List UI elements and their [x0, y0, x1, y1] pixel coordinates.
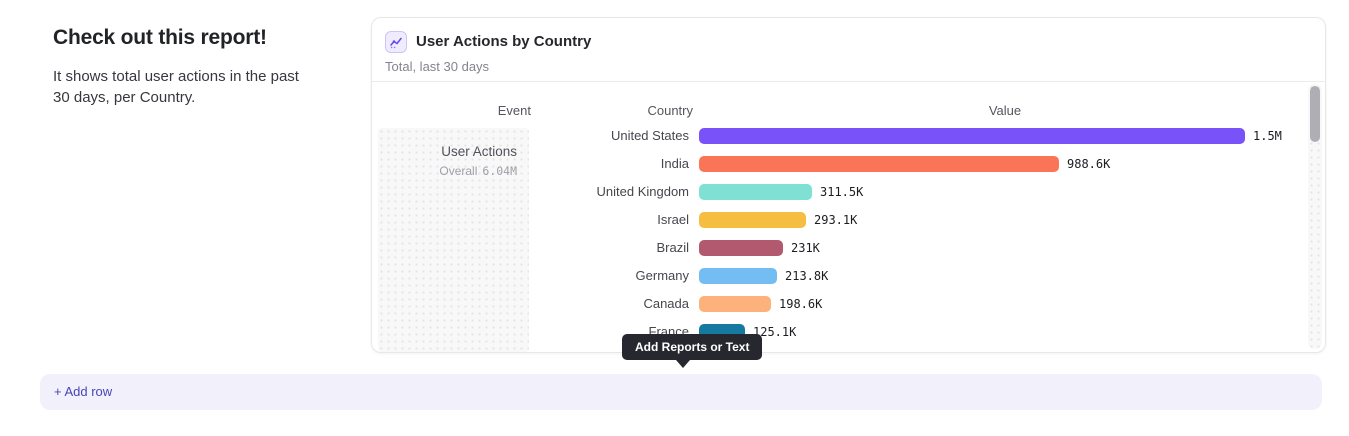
value-label: 198.6K	[779, 297, 823, 311]
page-description: It shows total user actions in the past …	[53, 68, 299, 106]
value-bar[interactable]	[699, 128, 1245, 144]
table-row: United Kingdom 311.5K	[372, 178, 1292, 206]
page-title: Check out this report!	[53, 26, 267, 49]
value-bar[interactable]	[699, 296, 771, 312]
country-label: United States	[610, 128, 689, 143]
table-row: France 125.1K	[372, 318, 1292, 346]
country-label: Canada	[643, 296, 689, 311]
value-bar[interactable]	[699, 268, 777, 284]
event-cell[interactable]: User Actions Overall 6.04M	[378, 128, 529, 352]
card-title: User Actions by Country	[416, 33, 592, 50]
value-bar[interactable]	[699, 212, 806, 228]
card-header-divider	[372, 81, 1325, 82]
tooltip-arrow-icon	[676, 360, 690, 368]
country-label: United Kingdom	[596, 184, 690, 199]
value-label: 311.5K	[820, 185, 864, 199]
value-bar[interactable]	[699, 240, 783, 256]
card-subtitle: Total, last 30 days	[385, 59, 490, 74]
value-label: 231K	[791, 241, 820, 255]
scrollbar-thumb[interactable]	[1310, 86, 1320, 142]
table-row: Germany 213.8K	[372, 262, 1292, 290]
intro-block: Check out this report! It shows total us…	[53, 26, 303, 108]
country-label: India	[660, 156, 689, 171]
value-bar[interactable]	[699, 184, 812, 200]
country-label: Brazil	[656, 240, 689, 255]
line-chart-icon	[385, 31, 407, 53]
table-row: India 988.6K	[372, 150, 1292, 178]
value-bar[interactable]	[699, 156, 1059, 172]
table-row: United States 1.5M	[372, 122, 1292, 150]
table-row: Israel 293.1K	[372, 206, 1292, 234]
value-label: 125.1K	[753, 325, 797, 339]
bar-chart-rows: United States 1.5M India 988.6K United Kingd…	[372, 122, 1292, 346]
value-label: 1.5M	[1253, 129, 1282, 143]
table-row: Brazil 231K	[372, 234, 1292, 262]
column-header-event: Event	[497, 103, 531, 118]
add-row-label: + Add row	[54, 384, 113, 399]
table-row: Canada 198.6K	[372, 290, 1292, 318]
event-name: User Actions	[441, 144, 517, 159]
country-label: Israel	[657, 212, 689, 227]
report-card[interactable]: User Actions by Country Total, last 30 d…	[371, 17, 1326, 353]
value-label: 988.6K	[1067, 157, 1111, 171]
value-label: 293.1K	[814, 213, 858, 227]
event-overall: Overall 6.04M	[439, 164, 517, 178]
tooltip-label: Add Reports or Text	[635, 340, 750, 354]
value-label: 213.8K	[785, 269, 829, 283]
add-reports-tooltip: Add Reports or Text	[622, 334, 763, 368]
country-label: Germany	[635, 268, 689, 283]
column-header-value: Value	[988, 103, 1022, 118]
chart-scrollbar[interactable]	[1308, 84, 1322, 349]
column-header-country: Country	[647, 103, 693, 118]
add-row-button[interactable]: + Add row	[40, 374, 1322, 410]
